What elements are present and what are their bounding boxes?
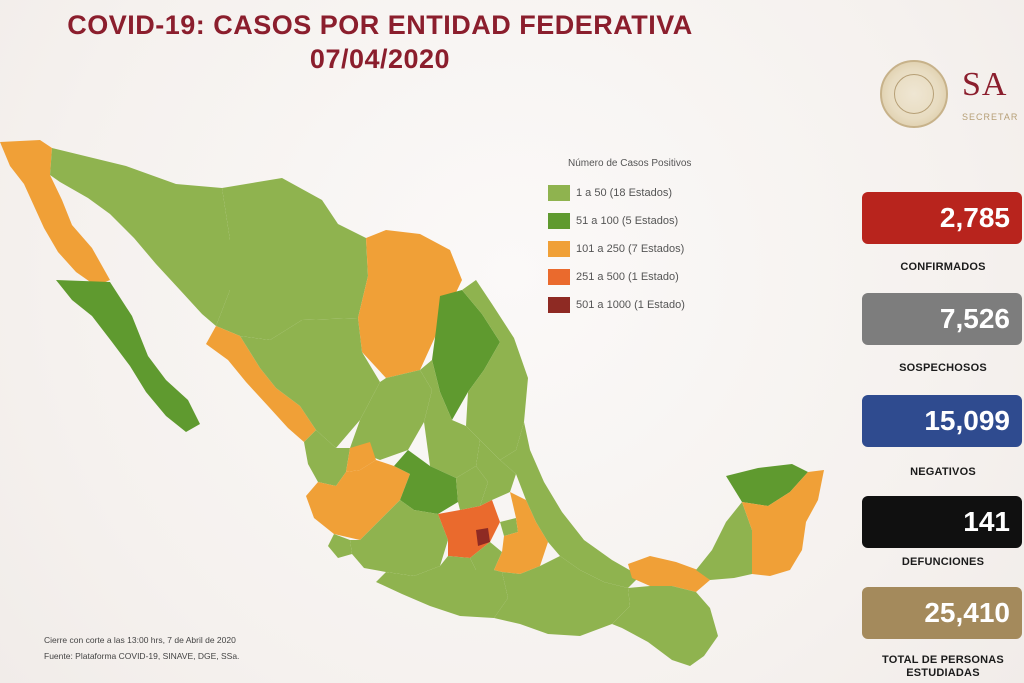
logo-subtext: SECRETAR	[962, 112, 1019, 122]
logo: SA SECRETAR	[880, 60, 1024, 130]
state-oaxaca	[494, 556, 630, 636]
state-baja-california	[0, 140, 110, 286]
legend-item: 1 a 50 (18 Estados)	[548, 184, 768, 202]
state-colima	[328, 534, 352, 558]
stat-value: 15,099	[924, 405, 1010, 436]
legend-swatch-5	[548, 297, 570, 313]
legend-swatch-3	[548, 241, 570, 257]
legend-label: 51 a 100 (5 Estados)	[576, 215, 679, 227]
state-nayarit	[304, 430, 350, 486]
state-hidalgo	[476, 440, 516, 506]
state-chihuahua	[216, 178, 368, 340]
stat-label-confirmados: CONFIRMADOS	[900, 261, 986, 273]
state-jalisco	[306, 460, 410, 540]
stat-value: 141	[963, 506, 1010, 537]
state-durango	[240, 318, 380, 448]
stat-value: 2,785	[939, 202, 1010, 233]
state-puebla	[494, 492, 548, 574]
legend-item: 251 a 500 (1 Estado)	[548, 268, 768, 286]
state-tamaulipas	[462, 280, 528, 460]
legend-swatch-4	[548, 269, 570, 285]
stat-box-sospechosos: 7,526	[862, 293, 1022, 345]
state-tabasco	[628, 556, 710, 592]
state-guerrero	[376, 556, 508, 618]
state-guanajuato	[394, 450, 458, 514]
stat-box-total: 25,410	[862, 587, 1022, 639]
legend-swatch-2	[548, 213, 570, 229]
state-san-luis-potosi	[420, 360, 480, 478]
state-morelos	[470, 542, 502, 570]
seal-icon	[880, 60, 948, 128]
stat-value: 25,410	[924, 597, 1010, 628]
state-coahuila	[358, 230, 462, 378]
state-sonora	[50, 148, 230, 326]
state-sinaloa	[206, 326, 316, 442]
legend-item: 51 a 100 (5 Estados)	[548, 212, 768, 230]
legend-label: 101 a 250 (7 Estados)	[576, 243, 685, 255]
stat-box-defunciones: 141	[862, 496, 1022, 548]
stat-label-sospechosos: SOSPECHOSOS	[899, 362, 987, 374]
stat-box-confirmados: 2,785	[862, 192, 1022, 244]
legend-item: 101 a 250 (7 Estados)	[548, 240, 768, 258]
stat-label-total: TOTAL DE PERSONAS ESTUDIADAS	[882, 654, 1004, 679]
state-michoacan	[350, 500, 448, 576]
footer-line-1: Cierre con corte a las 13:00 hrs, 7 de A…	[44, 635, 236, 645]
stat-value: 7,526	[939, 303, 1010, 334]
page-date: 07/04/2020	[309, 44, 451, 74]
legend-label: 501 a 1000 (1 Estado)	[576, 299, 685, 311]
state-yucatan	[726, 464, 808, 506]
state-queretaro	[456, 466, 488, 510]
stat-label-negativos: NEGATIVOS	[910, 466, 976, 478]
page-title: COVID-19: CASOS POR ENTIDAD FEDERATIVA	[67, 10, 693, 40]
state-cdmx	[476, 528, 490, 546]
state-chiapas	[612, 586, 718, 666]
legend-title: Número de Casos Positivos	[568, 158, 692, 169]
mexico-map	[0, 130, 830, 670]
stat-label-defunciones: DEFUNCIONES	[901, 556, 985, 568]
legend-label: 1 a 50 (18 Estados)	[576, 187, 673, 199]
legend-swatch-1	[548, 185, 570, 201]
state-nuevo-leon	[432, 290, 500, 420]
state-tlaxcala	[500, 518, 518, 536]
footer-line-2: Fuente: Plataforma COVID-19, SINAVE, DGE…	[44, 651, 240, 661]
state-aguascalientes	[346, 442, 376, 472]
stat-box-negativos: 15,099	[862, 395, 1022, 447]
state-veracruz	[500, 422, 640, 588]
state-quintana-roo	[742, 470, 824, 576]
state-campeche	[696, 502, 752, 580]
state-zacatecas	[350, 370, 432, 460]
state-baja-california-sur	[56, 280, 200, 432]
mexico-map-svg	[0, 140, 824, 666]
footer: Cierre con corte a las 13:00 hrs, 7 de A…	[44, 632, 239, 664]
logo-text: SA	[962, 66, 1008, 103]
legend-item: 501 a 1000 (1 Estado)	[548, 296, 768, 314]
legend-label: 251 a 500 (1 Estado)	[576, 271, 679, 283]
